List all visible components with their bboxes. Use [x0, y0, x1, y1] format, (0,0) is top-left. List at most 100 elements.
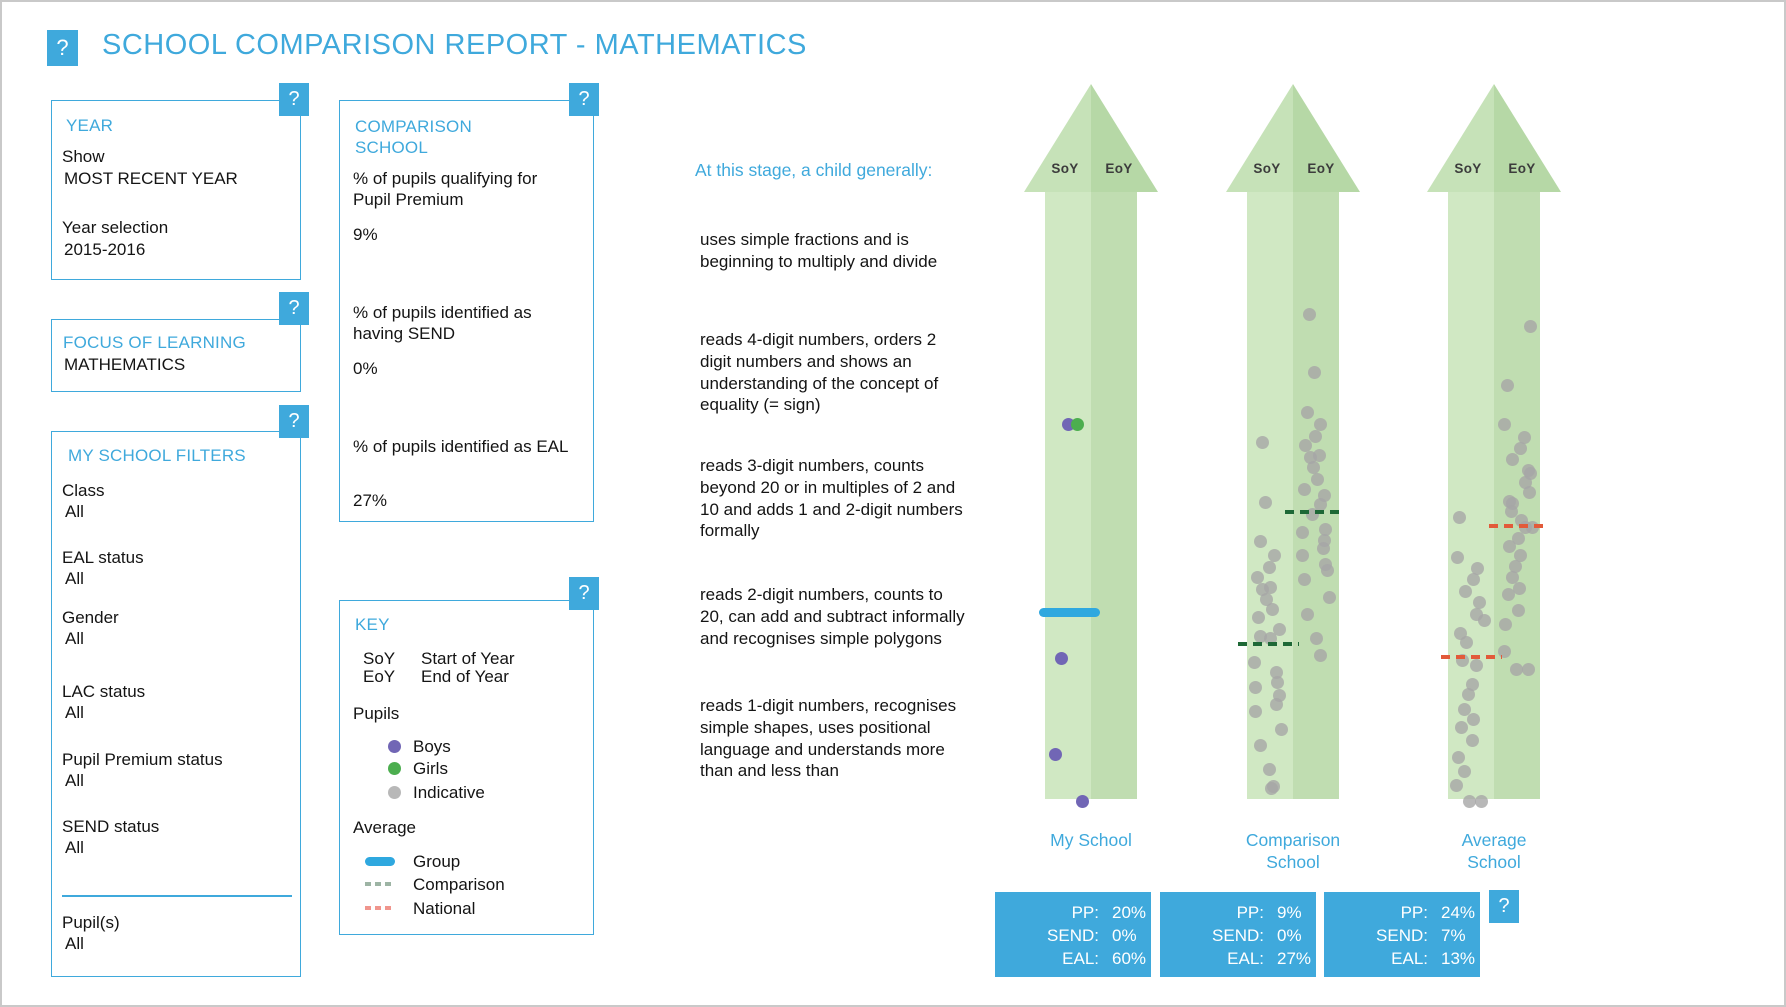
- pupil-dot-indicative: [1517, 430, 1531, 444]
- year-help-button[interactable]: ?: [279, 83, 309, 116]
- eoy-column-label: EoY: [1105, 161, 1133, 176]
- pupil-dot-indicative: [1320, 563, 1334, 577]
- pupil-dot-indicative: [1513, 441, 1527, 455]
- filters-help-button[interactable]: ?: [279, 405, 309, 438]
- pupil-dot-indicative: [1457, 764, 1471, 778]
- stage-description: reads 2-digit numbers, counts to 20, can…: [700, 585, 965, 648]
- comparison-average-line: [1238, 642, 1299, 646]
- pupil-dot-indicative: [1313, 497, 1327, 511]
- pupil-dot-indicative: [1265, 602, 1279, 616]
- stat-value: 27%: [1277, 949, 1312, 968]
- year-show-value[interactable]: MOST RECENT YEAR: [64, 169, 238, 188]
- stat-value: 0%: [1112, 926, 1137, 945]
- pupil-dot-indicative: [1501, 587, 1515, 601]
- comparison-line-swatch: [365, 882, 395, 886]
- pupil-dot-indicative: [1508, 559, 1522, 573]
- filter-value[interactable]: All: [65, 502, 84, 521]
- comparison-stat-value: 9%: [353, 225, 378, 244]
- pupil-dot-indicative: [1477, 613, 1491, 627]
- pupil-dot-indicative: [1298, 438, 1312, 452]
- eoy-column-label: EoY: [1508, 161, 1536, 176]
- key-help-button[interactable]: ?: [569, 577, 599, 610]
- year-panel-title: YEAR: [66, 116, 114, 135]
- year-panel: YEAR Show MOST RECENT YEAR Year selectio…: [51, 100, 301, 280]
- pupil-dot-indicative: [1518, 475, 1532, 489]
- pupil-dot-indicative: [1248, 680, 1262, 694]
- pupil-dot-indicative: [1247, 655, 1261, 669]
- pupil-dot-indicative: [1511, 531, 1525, 545]
- filter-value[interactable]: All: [65, 703, 84, 722]
- filter-group-pupil-premium-status: Pupil Premium status All: [62, 749, 223, 791]
- eoy-column-label: EoY: [1307, 161, 1335, 176]
- focus-panel-title: FOCUS OF LEARNING: [63, 333, 246, 352]
- filters-panel: MY SCHOOL FILTERS Class All EAL status All G…: [51, 431, 301, 977]
- stat-value: 60%: [1112, 949, 1147, 968]
- pupil-dot-indicative: [1250, 570, 1264, 584]
- key-average-type-label: Comparison: [413, 875, 505, 894]
- pupil-dot-indicative: [1457, 702, 1471, 716]
- pupil-dot-indicative: [1270, 675, 1284, 689]
- stat-label: EAL:: [1062, 949, 1099, 968]
- key-panel: KEY SoY Start of Year EoY End of Year Boys Gi…: [339, 600, 594, 935]
- comparison-stat-label: % of pupils identified as having SEND: [353, 303, 532, 343]
- comparison-average-line: [1285, 510, 1345, 514]
- stats-box-comparison-school: PP: 9% SEND: 0% EAL: 27%: [1160, 892, 1316, 977]
- stat-label: PP:: [1400, 903, 1428, 922]
- stage-description: reads 3-digit numbers, counts beyond 20 …: [700, 456, 963, 541]
- arrow-body-my-school: [1045, 192, 1137, 799]
- girls-dot-swatch: [388, 762, 401, 775]
- filter-value[interactable]: All: [65, 771, 84, 790]
- year-selection-value[interactable]: 2015-2016: [64, 240, 146, 259]
- filter-value[interactable]: All: [65, 934, 84, 953]
- pupil-dot-indicative: [1454, 720, 1468, 734]
- pupil-dot-indicative: [1295, 525, 1309, 539]
- school-label-my-school: My School: [1050, 830, 1132, 850]
- filter-value[interactable]: All: [65, 569, 84, 588]
- pupil-dot-indicative: [1452, 510, 1466, 524]
- stat-label: SEND:: [1376, 926, 1428, 945]
- filter-value[interactable]: All: [65, 838, 84, 857]
- stages-heading: At this stage, a child generally:: [695, 160, 933, 180]
- comparison-school-panel: COMPARISON SCHOOL % of pupils qualifying…: [339, 100, 594, 522]
- pupil-dot-indicative: [1513, 548, 1527, 562]
- pupil-dot-indicative: [1248, 704, 1262, 718]
- pupil-dot-indicative: [1461, 687, 1475, 701]
- filters-divider: [62, 895, 292, 897]
- filter-label: Gender: [62, 608, 119, 627]
- pupil-dot-indicative: [1466, 572, 1480, 586]
- pupil-dot-boys: [1048, 747, 1062, 761]
- pupil-dot-indicative: [1318, 522, 1332, 536]
- key-average-type-label: Group: [413, 852, 461, 871]
- focus-value[interactable]: MATHEMATICS: [64, 355, 186, 374]
- stat-value: 20%: [1112, 903, 1147, 922]
- filter-value[interactable]: All: [65, 629, 84, 648]
- key-abbr: SoY: [363, 649, 396, 668]
- filter-label: Class: [62, 481, 105, 500]
- footer-help-button[interactable]: ?: [1489, 890, 1519, 923]
- group-average-line: [1039, 607, 1100, 617]
- key-average-label: Average: [353, 818, 417, 837]
- pupil-dot-indicative: [1302, 307, 1316, 321]
- filter-group-gender: Gender All: [62, 607, 119, 649]
- pupil-dot-indicative: [1264, 781, 1278, 795]
- key-abbr: EoY: [363, 667, 396, 686]
- focus-panel: FOCUS OF LEARNING MATHEMATICS: [51, 319, 301, 392]
- filter-group-send-status: SEND status All: [62, 816, 159, 858]
- pupil-dot-indicative: [1295, 548, 1309, 562]
- key-pupil-type-label: Boys: [413, 737, 451, 756]
- comparison-help-button[interactable]: ?: [569, 83, 599, 116]
- filter-group-pupils: Pupil(s) All: [62, 912, 120, 954]
- filter-label: SEND status: [62, 817, 160, 836]
- pupil-dot-indicative: [1308, 429, 1322, 443]
- page-title: SCHOOL COMPARISON REPORT - MATHEMATICS: [102, 29, 807, 61]
- pupil-dot-indicative: [1500, 378, 1514, 392]
- pupil-dot-indicative: [1253, 629, 1267, 643]
- indicative-dot-swatch: [388, 786, 401, 799]
- focus-help-button[interactable]: ?: [279, 292, 309, 325]
- title-help-button[interactable]: ?: [47, 30, 78, 66]
- key-pupil-type-label: Indicative: [413, 783, 485, 802]
- pupil-dot-indicative: [1511, 603, 1525, 617]
- key-abbr-label: End of Year: [421, 667, 509, 686]
- pupil-dot-indicative: [1263, 631, 1277, 645]
